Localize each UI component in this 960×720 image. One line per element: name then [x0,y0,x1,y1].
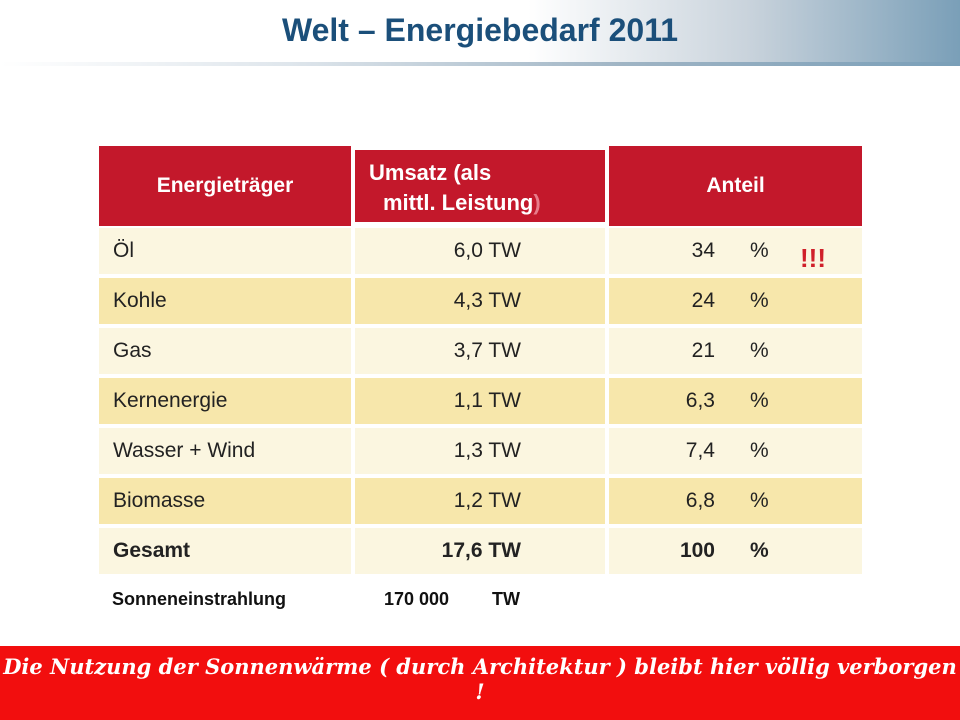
cell-umsatz: 4,3 TW [355,278,605,324]
anteil-unit: % [750,239,769,262]
sun-label: Sonneneinstrahlung [112,589,287,609]
header-umsatz-line2: mittl. Leistung [383,190,534,215]
table-row-kohle: Kohle 4,3 TW 24% [99,278,862,324]
anteil-value: 100 [679,539,715,562]
sun-unit: TW [492,589,520,609]
footer-text: Die Nutzung der Sonnenwärme ( durch Arch… [3,654,957,704]
cell-umsatz: 6,0 TW [355,228,605,274]
table-row-wasser-wind: Wasser + Wind 1,3 TW 7,4% [99,428,862,474]
table-row-gas: Gas 3,7 TW 21% [99,328,862,374]
footer-banner: Die Nutzung der Sonnenwärme ( durch Arch… [0,646,960,720]
table-row-oel: Öl 6,0 TW 34% [99,228,862,274]
page-title: Welt – Energiebedarf 2011 [281,12,679,48]
cell-name: Wasser + Wind [99,428,351,474]
anteil-unit: % [750,489,769,512]
anteil-unit: % [750,439,769,462]
cell-name: Kernenergie [99,378,351,424]
cell-anteil: 7,4% [609,428,862,474]
cell-name: Gas [99,328,351,374]
cell-anteil: 21% [609,328,862,374]
anteil-unit: % [750,339,769,362]
title-bar: Welt – Energiebedarf 2011 [0,0,960,66]
cell-name: Biomasse [99,478,351,524]
cell-umsatz: 1,3 TW [355,428,605,474]
cell-anteil: 6,8% [609,478,862,524]
cell-anteil: 6,3% [609,378,862,424]
header-umsatz-paren: ) [533,190,541,215]
anteil-value: 6,3 [685,389,715,412]
header-umsatz-line1: Umsatz (als [369,160,492,185]
table-row-biomasse: Biomasse 1,2 TW 6,8% [99,478,862,524]
anteil-value: 34 [691,239,715,262]
sun-value: 170 000 [384,589,450,609]
table-row-gesamt: Gesamt 17,6 TW 100% [99,528,862,574]
header-anteil: Anteil [609,146,862,226]
anteil-unit: % [750,539,769,562]
highlight-exclamation: !!! [800,243,826,273]
cell-anteil: 100% [609,528,862,574]
cell-anteil: 34% [609,228,862,274]
cell-anteil: 24% [609,278,862,324]
anteil-value: 21 [691,339,715,362]
header-umsatz: Umsatz (als mittl. Leistung) [351,146,609,226]
anteil-value: 6,8 [685,489,715,512]
cell-umsatz: 1,2 TW [355,478,605,524]
header-energietraeger: Energieträger [99,146,351,226]
cell-umsatz: 1,1 TW [355,378,605,424]
cell-umsatz: 17,6 TW [355,528,605,574]
title-underline [0,62,960,66]
cell-name: Öl [99,228,351,274]
cell-umsatz: 3,7 TW [355,328,605,374]
table-row-kernenergie: Kernenergie 1,1 TW 6,3% [99,378,862,424]
anteil-value: 24 [691,289,715,312]
anteil-value: 7,4 [685,439,715,462]
cell-name: Gesamt [99,528,351,574]
anteil-unit: % [750,289,769,312]
anteil-unit: % [750,389,769,412]
cell-name: Kohle [99,278,351,324]
